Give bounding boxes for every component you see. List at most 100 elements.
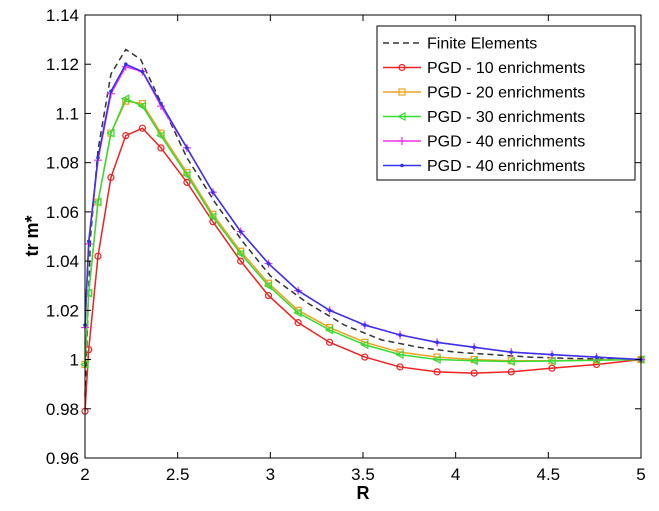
x-tick-label: 3 <box>266 465 275 484</box>
data-point <box>470 369 478 377</box>
data-point <box>363 323 367 327</box>
series-layer <box>80 48 645 415</box>
legend-entry: PGD - 30 enrichments <box>383 109 585 126</box>
legend-label: PGD - 30 enrichments <box>427 109 585 126</box>
data-point <box>121 94 130 104</box>
legend-label: PGD - 40 enrichments <box>427 158 585 175</box>
legend: Finite Elements PGD - 10 enrichments PGD -… <box>376 25 636 181</box>
data-point <box>360 340 369 350</box>
legend-label: PGD - 10 enrichments <box>427 60 585 77</box>
y-tick-label: 1.06 <box>46 203 79 222</box>
x-axis: 2 2.5 3 3.5 4 4.5 5 <box>80 15 646 484</box>
y-tick-label: 1.12 <box>46 55 79 74</box>
data-point <box>294 319 302 327</box>
data-point <box>400 163 404 168</box>
series-2 <box>81 124 645 415</box>
legend-box <box>376 25 636 181</box>
data-point <box>138 124 147 132</box>
data-point <box>398 137 406 145</box>
data-point <box>159 101 163 106</box>
data-point <box>293 308 302 318</box>
data-point <box>157 144 165 152</box>
legend-label: PGD - 20 enrichments <box>427 85 585 102</box>
data-point <box>107 173 115 182</box>
y-tick-label: 1.14 <box>46 6 79 25</box>
legend-label: Finite Elements <box>427 36 537 53</box>
data-point <box>397 111 406 122</box>
legend-entry: PGD - 20 enrichments <box>383 85 585 102</box>
data-point <box>396 363 404 371</box>
y-tick-label: 1.1 <box>55 104 79 123</box>
y-tick-label: 1 <box>70 351 79 370</box>
data-point <box>296 288 300 293</box>
data-point <box>550 352 554 357</box>
x-tick-label: 4.5 <box>537 465 561 484</box>
data-point <box>185 146 189 150</box>
data-point <box>123 62 128 67</box>
data-point <box>326 338 334 346</box>
series-line <box>84 97 642 365</box>
data-point <box>547 356 556 366</box>
data-point <box>109 89 113 94</box>
x-axis-label: R <box>357 483 370 503</box>
data-point <box>140 69 145 74</box>
data-point <box>398 63 406 72</box>
data-point <box>506 357 515 367</box>
data-point <box>235 249 245 259</box>
data-point <box>398 88 406 96</box>
legend-entry: PGD - 40 enrichments <box>383 134 585 151</box>
series-line <box>84 127 642 412</box>
series-6 <box>83 62 643 362</box>
data-point <box>324 325 334 335</box>
data-point <box>156 131 165 141</box>
data-point <box>592 360 601 369</box>
data-point <box>327 308 332 313</box>
data-point <box>548 364 556 372</box>
data-point <box>507 368 515 376</box>
data-point <box>594 355 599 359</box>
data-point <box>469 356 478 366</box>
x-tick-label: 2 <box>80 465 89 484</box>
data-point <box>395 350 404 360</box>
data-point <box>94 252 102 260</box>
data-point <box>266 261 271 266</box>
y-tick-label: 1.04 <box>46 252 79 271</box>
data-point <box>509 350 514 354</box>
data-point <box>183 178 191 186</box>
y-axis-label: tr m* <box>22 215 42 256</box>
data-point <box>263 281 273 291</box>
legend-label: PGD - 40 enrichments <box>427 134 585 151</box>
data-point <box>238 229 243 234</box>
x-tick-label: 5 <box>636 465 645 484</box>
data-point <box>86 239 91 244</box>
data-point <box>237 257 245 265</box>
data-point <box>208 212 217 222</box>
x-tick-label: 3.5 <box>351 465 375 484</box>
data-point <box>96 155 100 160</box>
data-point <box>264 291 273 300</box>
data-point <box>211 190 215 194</box>
data-point <box>182 170 191 180</box>
data-point <box>93 197 102 207</box>
x-tick-label: 2.5 <box>166 465 190 484</box>
data-point <box>398 333 402 337</box>
legend-entry: Finite Elements <box>383 36 537 53</box>
series-line <box>84 48 642 397</box>
data-point <box>433 368 441 376</box>
legend-entry: PGD - 10 enrichments <box>383 60 585 77</box>
data-point <box>435 340 439 345</box>
data-point <box>432 355 441 365</box>
data-point <box>472 345 477 350</box>
legend-entry: PGD - 40 enrichments <box>383 158 585 175</box>
data-point <box>122 131 130 140</box>
y-tick-label: 0.96 <box>46 449 79 468</box>
data-point <box>361 353 369 361</box>
y-axis: 0.96 0.98 1 1.02 1.04 1.06 1.08 1.1 1.12 1.14 <box>46 6 641 468</box>
data-point <box>106 128 115 138</box>
data-point <box>83 288 93 298</box>
y-tick-label: 0.98 <box>46 400 79 419</box>
data-point <box>137 101 147 111</box>
y-tick-label: 1.02 <box>46 301 79 320</box>
series-1 <box>84 48 642 397</box>
